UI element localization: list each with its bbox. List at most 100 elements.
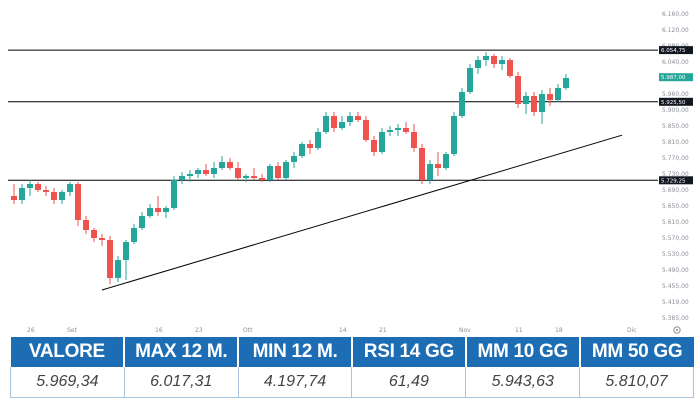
candle-body — [251, 176, 257, 178]
candle — [107, 236, 113, 284]
candle-body — [331, 116, 337, 128]
candle-body — [11, 196, 17, 200]
candle — [267, 164, 273, 182]
x-tick-label: 14 — [339, 327, 347, 334]
candle — [291, 152, 297, 168]
level-label-bg — [659, 46, 693, 55]
candle-body — [451, 116, 457, 154]
header-max-12m: MAX 12 M. — [124, 337, 240, 367]
candle — [251, 168, 257, 180]
candle-body — [443, 154, 449, 168]
candle — [115, 256, 121, 282]
value-rsi-14gg: 61,49 — [351, 367, 466, 398]
y-tick-label: 5.900,00 — [662, 107, 689, 114]
price-chart[interactable]: 6.160,006.120,006.080,006.040,006.000,00… — [0, 0, 700, 338]
y-tick-label: 5.490,00 — [662, 267, 689, 274]
gear-icon-ring — [673, 326, 681, 334]
candle-body — [51, 192, 57, 200]
candle-body — [123, 242, 129, 260]
x-tick-label: 23 — [195, 327, 203, 334]
x-tick-label: 11 — [515, 327, 523, 334]
candle-body — [19, 188, 25, 200]
candle — [19, 184, 25, 204]
header-mm-50gg: MM 50 GG — [579, 337, 694, 367]
candle — [51, 188, 57, 204]
candle — [371, 136, 377, 156]
stats-header-row: VALORE MAX 12 M. MIN 12 M. RSI 14 GG MM … — [10, 337, 694, 367]
y-tick-label: 5.610,00 — [662, 219, 689, 226]
candle — [435, 152, 441, 176]
candle-body — [131, 228, 137, 242]
candle-body — [419, 148, 425, 180]
candle-body — [43, 190, 49, 192]
candle — [171, 176, 177, 210]
candle-body — [507, 60, 513, 76]
header-min-12m: MIN 12 M. — [238, 337, 353, 367]
candle-body — [27, 184, 33, 188]
y-tick-label: 5.530,00 — [662, 251, 689, 258]
candle-body — [315, 132, 321, 148]
value-mm-10gg: 5.943,63 — [465, 367, 580, 398]
candle-body — [491, 56, 497, 64]
candle — [427, 160, 433, 184]
candle-body — [235, 168, 241, 178]
candle — [499, 56, 505, 70]
candle-body — [139, 216, 145, 228]
candle — [283, 160, 289, 180]
candle-body — [475, 60, 481, 68]
value-mm-50gg: 5.810,07 — [579, 367, 694, 398]
candle-body — [307, 144, 313, 148]
level-label: 5.729,25 — [661, 178, 686, 184]
x-tick-label: Set — [67, 327, 78, 334]
candle — [11, 184, 17, 204]
candle — [339, 116, 345, 130]
candle-body — [523, 96, 529, 104]
y-tick-label: 5.960,00 — [662, 91, 689, 98]
candle — [539, 90, 545, 124]
candle-body — [283, 162, 289, 178]
candle — [403, 122, 409, 134]
x-tick-label: 18 — [555, 327, 563, 334]
candle-body — [427, 164, 433, 180]
candle — [203, 164, 209, 176]
header-mm-10gg: MM 10 GG — [465, 337, 581, 367]
candle — [451, 112, 457, 156]
candle-body — [499, 60, 505, 64]
candle — [467, 64, 473, 94]
candle-body — [339, 122, 345, 128]
level-label-bg — [659, 176, 693, 185]
candle — [411, 124, 417, 152]
candle — [99, 234, 105, 246]
x-tick-label: Nov — [459, 327, 471, 334]
candle — [243, 174, 249, 182]
candle — [43, 186, 49, 196]
candle-body — [187, 174, 193, 176]
candle-body — [363, 120, 369, 140]
stats-value-row: 5.969,34 6.017,31 4.197,74 61,49 5.943,6… — [10, 367, 694, 398]
candle-body — [75, 184, 81, 220]
candle — [211, 162, 217, 178]
candle — [483, 52, 489, 66]
candle — [531, 92, 537, 116]
x-tick-label: 16 — [155, 327, 163, 334]
candle — [331, 112, 337, 132]
candle — [563, 74, 569, 90]
value-min-12m: 4.197,74 — [237, 367, 352, 398]
y-tick-label: 6.120,00 — [662, 27, 689, 34]
candle-body — [547, 94, 553, 100]
candle-body — [555, 88, 561, 100]
candle — [547, 88, 553, 106]
candle — [27, 180, 33, 196]
y-tick-label: 5.690,00 — [662, 187, 689, 194]
candle — [347, 112, 353, 126]
y-tick-label: 5.650,00 — [662, 203, 689, 210]
y-tick-label: 5.730,00 — [662, 171, 689, 178]
candle — [131, 224, 137, 244]
candle-body — [59, 192, 65, 200]
candle — [491, 54, 497, 68]
candle — [35, 182, 41, 192]
trendline — [101, 134, 623, 291]
candle — [379, 128, 385, 154]
candle — [355, 112, 361, 122]
candle — [555, 84, 561, 102]
